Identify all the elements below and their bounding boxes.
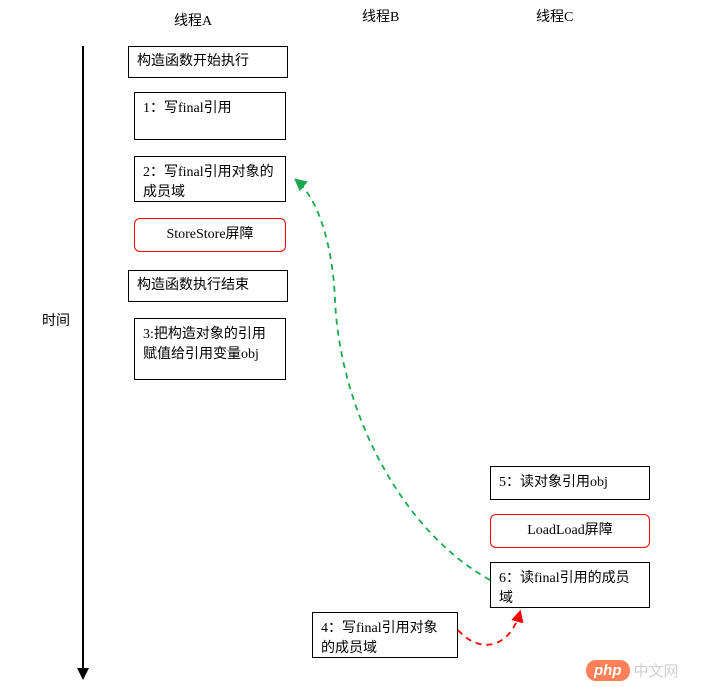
box-step5: 5：读对象引用obj: [490, 466, 650, 500]
box-step1: 1：写final引用: [134, 92, 286, 140]
box-constructor-start: 构造函数开始执行: [128, 46, 288, 78]
timeline-label: 时间: [42, 310, 70, 330]
timeline-arrow-shaft: [82, 46, 84, 672]
green-dashed-arrow: [296, 180, 490, 580]
watermark: php 中文网: [586, 660, 679, 681]
box-loadload-barrier: LoadLoad屏障: [490, 514, 650, 548]
red-dashed-arrow: [458, 612, 520, 645]
box-storestore-barrier: StoreStore屏障: [134, 218, 286, 252]
box-step4: 4：写final引用对象的成员域: [312, 612, 458, 658]
box-step6: 6：读final引用的成员域: [490, 562, 650, 608]
box-constructor-end: 构造函数执行结束: [128, 270, 288, 302]
watermark-badge: php: [586, 660, 630, 681]
thread-a-header: 线程A: [174, 10, 212, 30]
thread-c-header: 线程C: [536, 6, 573, 26]
box-step3: 3:把构造对象的引用赋值给引用变量obj: [134, 318, 286, 380]
thread-b-header: 线程B: [362, 6, 399, 26]
box-step2: 2：写final引用对象的成员域: [134, 156, 286, 202]
watermark-text: 中文网: [634, 660, 679, 681]
timeline-arrow-head: [77, 668, 89, 680]
